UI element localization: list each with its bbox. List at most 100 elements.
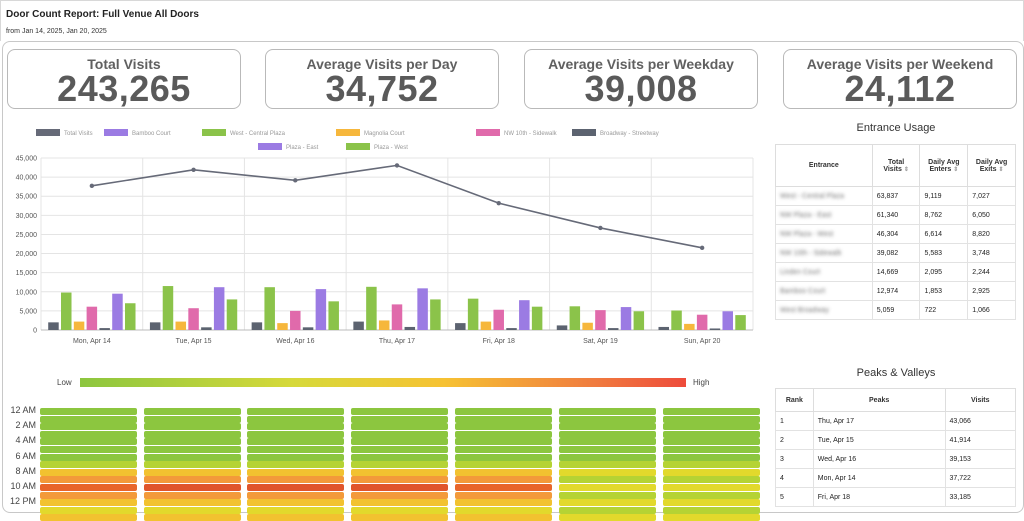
heatmap-cell bbox=[455, 423, 552, 431]
heatmap-cell bbox=[455, 415, 552, 423]
heatmap-cell bbox=[40, 476, 137, 484]
heatmap-cell bbox=[247, 468, 344, 476]
line-point bbox=[699, 245, 705, 251]
table-row: 4 Mon, Apr 14 37,722 bbox=[775, 468, 1017, 488]
table-cell: 5,583 bbox=[919, 243, 969, 263]
heatmap-cell bbox=[559, 484, 656, 491]
col-total-visits[interactable]: Total Visits ⇕ bbox=[871, 144, 921, 187]
kpi-label: Total Visits bbox=[87, 56, 161, 72]
bar bbox=[226, 299, 238, 330]
table-cell: 39,082 bbox=[871, 243, 921, 263]
heatmap-cell bbox=[40, 499, 137, 507]
heatmap-cell bbox=[455, 484, 552, 491]
sort-icon[interactable]: ⇕ bbox=[953, 166, 959, 173]
bar bbox=[378, 320, 390, 330]
heatmap-cell bbox=[40, 461, 137, 469]
table-cell: 722 bbox=[919, 300, 969, 320]
bar bbox=[595, 310, 606, 330]
bar bbox=[735, 315, 746, 330]
sort-icon[interactable]: ⇕ bbox=[998, 166, 1004, 173]
heatmap-cell bbox=[663, 453, 760, 461]
entrance-name-cell: West Broadway bbox=[775, 300, 873, 320]
legend-swatch bbox=[202, 129, 226, 136]
bar bbox=[417, 288, 428, 330]
bar bbox=[391, 304, 403, 330]
bar bbox=[684, 323, 695, 330]
kpi-label: Average Visits per Weekday bbox=[548, 56, 734, 72]
sort-icon[interactable]: ⇕ bbox=[903, 166, 909, 173]
total-visits-line bbox=[91, 164, 703, 249]
bar bbox=[201, 327, 212, 330]
heatmap-cell bbox=[40, 408, 137, 415]
heatmap-cell bbox=[351, 408, 448, 415]
heatmap-row-label: 6 AM bbox=[15, 450, 36, 461]
heatmap-cell bbox=[559, 491, 656, 499]
line-point bbox=[496, 200, 501, 206]
legend-label: Bamboo Court bbox=[132, 131, 171, 137]
legend-swatch bbox=[572, 129, 596, 136]
bar bbox=[213, 287, 225, 330]
table-cell: 2,925 bbox=[967, 281, 1016, 301]
legend-label: Total Visits bbox=[64, 131, 93, 137]
bar bbox=[709, 328, 721, 330]
bar bbox=[493, 309, 504, 330]
col-label: Total Visits bbox=[883, 158, 905, 173]
heatmap-row-label: 10 AM bbox=[10, 481, 36, 491]
table-cell: Mon, Apr 14 bbox=[812, 468, 946, 488]
col-entrance[interactable]: Entrance bbox=[775, 144, 873, 187]
col-daily-avg-enters[interactable]: Daily Avg Enters ⇕ bbox=[919, 144, 969, 187]
heatmap-cell bbox=[455, 476, 552, 484]
bar bbox=[86, 306, 98, 330]
entrance-name-cell: Linden Court bbox=[775, 262, 873, 282]
heatmap-cell bbox=[351, 423, 448, 431]
legend-swatch bbox=[258, 143, 282, 150]
line-point bbox=[191, 167, 196, 172]
heatmap-cell bbox=[247, 430, 344, 438]
bar bbox=[404, 326, 416, 330]
heatmap-cell bbox=[663, 408, 760, 415]
heatmap-cell bbox=[455, 438, 552, 446]
kpi-avg-per-weekday: Average Visits per Weekday 39,008 bbox=[524, 49, 758, 109]
bar bbox=[251, 322, 263, 330]
col-daily-avg-exits[interactable]: Daily Avg Exits ⇕ bbox=[967, 144, 1016, 187]
heatmap-row-label: 8 AM bbox=[15, 465, 36, 476]
table-row: Linden Court 14,669 2,095 2,244 bbox=[775, 262, 1016, 282]
y-tick-label: 45,000 bbox=[16, 156, 38, 163]
heatmap-cell bbox=[663, 461, 760, 469]
kpi-total-visits: Total Visits 243,265 bbox=[7, 49, 241, 109]
table-cell: Thu, Apr 17 bbox=[812, 411, 946, 431]
heatmap-cell bbox=[351, 446, 448, 453]
bar bbox=[620, 307, 632, 330]
legend-label: West - Central Plaza bbox=[230, 131, 286, 137]
heatmap-cell bbox=[663, 438, 760, 446]
heatmap-cell bbox=[247, 461, 344, 469]
heatmap-cell bbox=[144, 430, 241, 438]
heatmap-cell bbox=[559, 430, 656, 438]
bar bbox=[556, 325, 568, 330]
heatmap-cell bbox=[247, 484, 344, 491]
heatmap-cell bbox=[455, 506, 552, 514]
heatmap-cell bbox=[455, 408, 552, 415]
heatmap-cell bbox=[351, 491, 448, 499]
heatmap-cell bbox=[559, 415, 656, 423]
daily-visits-chart: Total Visits Bamboo Court West - Central P… bbox=[16, 129, 754, 345]
kpi-value: 243,265 bbox=[57, 68, 191, 109]
table-cell: 5 bbox=[775, 487, 814, 507]
table-cell: 6,050 bbox=[967, 205, 1016, 225]
kpi-label: Average Visits per Day bbox=[306, 56, 458, 72]
y-tick-label: 35,000 bbox=[16, 194, 38, 201]
heatmap-cell bbox=[351, 461, 448, 469]
table-cell: 12,974 bbox=[871, 281, 921, 301]
heatmap-cell bbox=[351, 514, 448, 521]
heatmap-cell bbox=[40, 430, 137, 438]
heatmap-cell bbox=[663, 484, 760, 491]
col-visits: Visits bbox=[944, 388, 1017, 412]
heatmap-high-label: High bbox=[693, 378, 710, 387]
heatmap-cell bbox=[247, 514, 344, 521]
table-cell: 3 bbox=[775, 449, 814, 469]
table-cell: Fri, Apr 18 bbox=[812, 487, 946, 507]
heatmap-cell bbox=[559, 438, 656, 446]
bar bbox=[99, 328, 110, 330]
heatmap-cell bbox=[40, 415, 137, 423]
entrance-name-cell: West - Central Plaza bbox=[775, 186, 873, 206]
